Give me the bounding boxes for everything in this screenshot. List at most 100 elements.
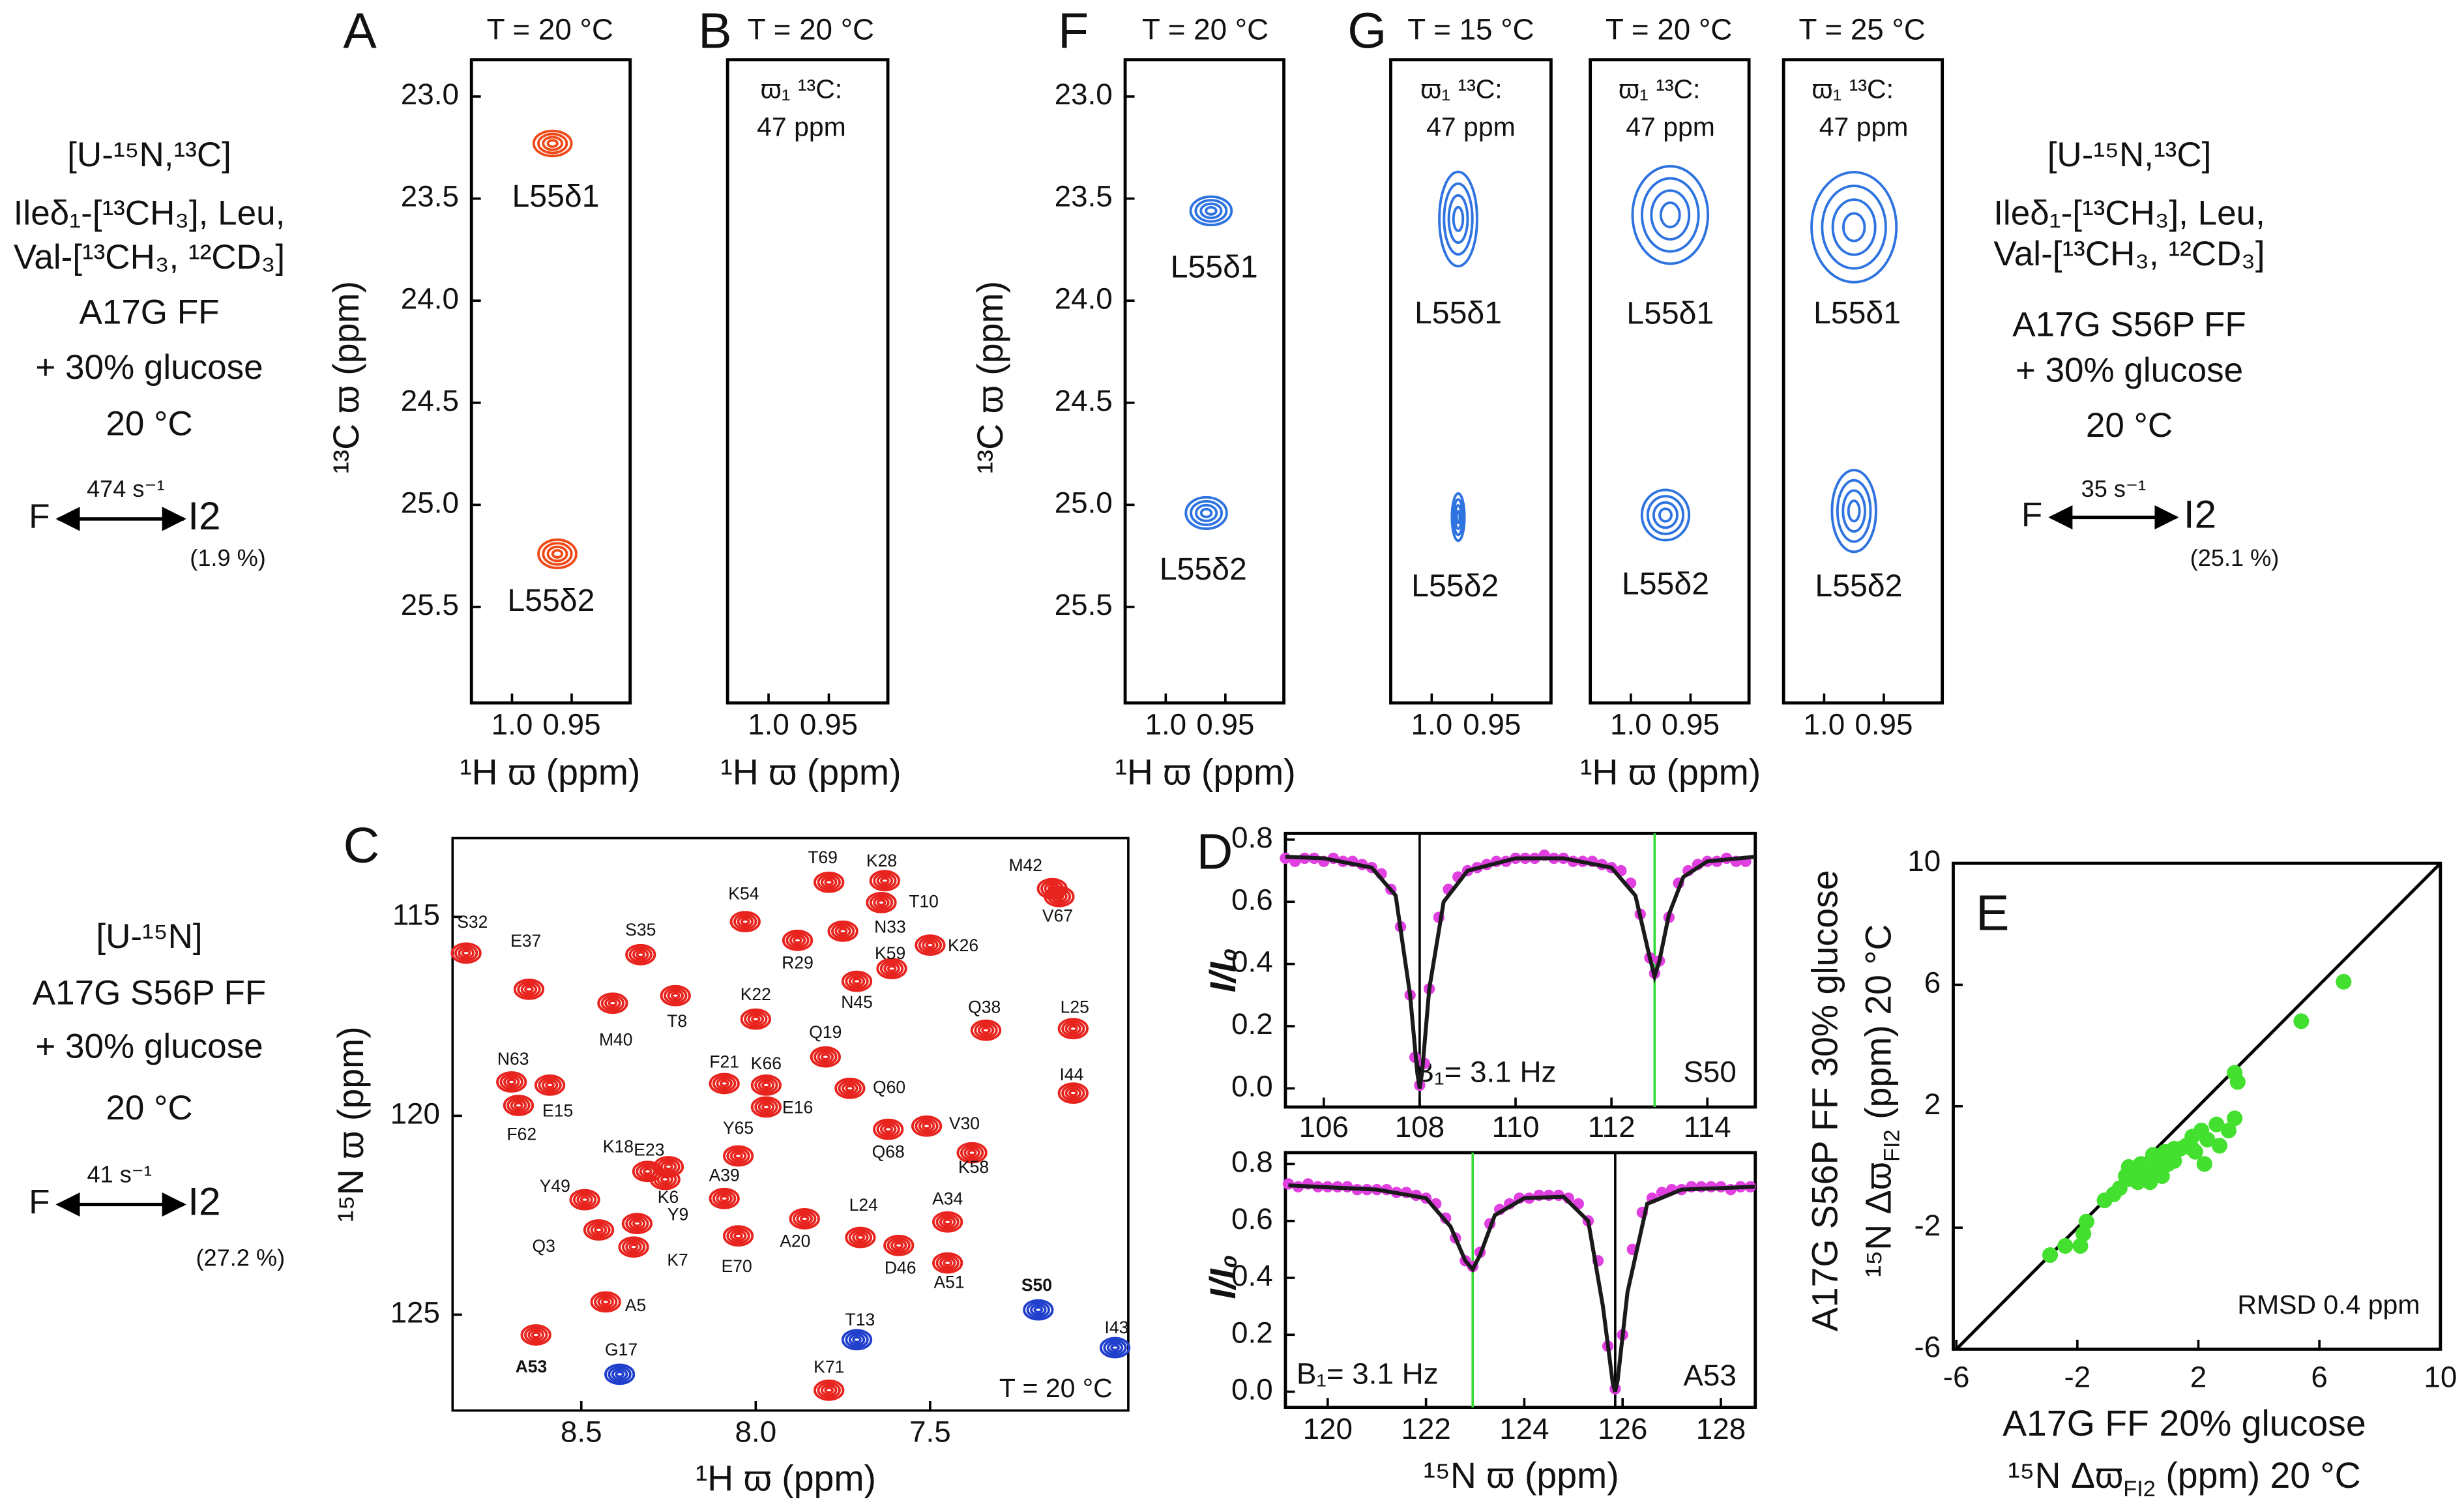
x-axis-label: ¹H ϖ (ppm) — [696, 1458, 876, 1499]
annotation: 47 ppm — [1426, 112, 1516, 142]
x-tick-label: 0.95 — [1196, 707, 1254, 741]
peak — [827, 920, 858, 942]
y-tick-label: 25.5 — [401, 588, 459, 621]
contour-ring — [712, 1075, 737, 1092]
peak-label: E15 — [542, 1101, 573, 1120]
contour-ring — [932, 1252, 963, 1274]
peak-label: I44 — [1059, 1065, 1083, 1084]
contour-ring — [656, 1173, 673, 1186]
peak-label: M42 — [1008, 855, 1042, 875]
x-axis-label: ¹⁵N ϖ (ppm) — [1423, 1455, 1619, 1496]
contour-ring — [611, 1368, 628, 1381]
contour-ring — [1194, 199, 1228, 223]
contour-ring — [814, 1379, 845, 1401]
x-axis-label-part: ¹⁵N Δϖ — [2008, 1455, 2123, 1496]
contour-ring — [1061, 1020, 1085, 1037]
peak — [496, 1071, 527, 1093]
contour-ring — [834, 1077, 866, 1099]
peak-label: M40 — [599, 1030, 633, 1050]
peak — [625, 943, 656, 966]
contour-ring — [887, 1237, 911, 1254]
contour-ring — [621, 1238, 646, 1256]
peak-label: S35 — [625, 920, 656, 939]
contour-ring — [632, 949, 649, 961]
contour-ring — [545, 1081, 555, 1089]
annotation: RMSD 0.4 ppm — [2237, 1290, 2420, 1320]
sample-line: A17G FF — [79, 293, 219, 331]
sample-line: Val-[¹³CH₃, ¹²CD₃] — [1993, 235, 2265, 273]
x-tick-label: 126 — [1598, 1412, 1647, 1445]
contour-ring — [873, 1118, 904, 1140]
contour-ring — [1051, 891, 1068, 903]
y-tick-label: 23.5 — [401, 180, 459, 213]
contour-ring — [810, 1046, 841, 1068]
y-tick-label: 115 — [392, 898, 440, 931]
contour-ring — [869, 894, 894, 911]
y-axis-label: ¹³C ϖ (ppm) — [970, 281, 1010, 474]
peak — [932, 1211, 963, 1233]
peak-label: K26 — [948, 936, 978, 955]
contour-ring — [726, 1227, 750, 1245]
data-point — [2336, 973, 2352, 990]
data-point — [2227, 1110, 2243, 1127]
contour-ring — [1836, 479, 1872, 543]
contour-ring — [1054, 893, 1064, 900]
contour-ring — [625, 1241, 642, 1253]
contour-ring — [915, 1117, 939, 1135]
contour-ring — [1057, 1018, 1089, 1040]
x-tick-label: 2 — [2190, 1360, 2207, 1393]
contour-ring — [842, 1082, 858, 1095]
contour-ring — [579, 1196, 590, 1204]
contour-ring — [664, 1162, 673, 1171]
peak — [709, 1072, 740, 1095]
y-axis-label: I/I₀ — [1203, 948, 1243, 992]
contour-ring — [531, 1331, 541, 1339]
contour-ring — [733, 913, 757, 930]
contour-ring — [1205, 206, 1218, 216]
peak — [520, 1324, 551, 1346]
data-point — [2142, 1174, 2158, 1190]
contour-ring — [894, 1241, 904, 1249]
contour-ring — [737, 915, 754, 928]
contour-ring — [1438, 170, 1478, 268]
contour-ring — [744, 1011, 768, 1028]
contour-ring — [824, 878, 834, 886]
contour-ring — [506, 1078, 517, 1086]
data-point — [2293, 1013, 2310, 1029]
contour-ring — [636, 951, 646, 958]
contour-ring — [608, 999, 618, 1007]
y-tick-label: 120 — [390, 1097, 440, 1130]
peak-label: L55δ2 — [1411, 568, 1499, 603]
data-point — [2154, 1168, 2170, 1184]
peak — [1450, 492, 1466, 542]
contour-ring — [750, 1096, 782, 1118]
contour-ring — [1068, 1025, 1078, 1033]
contour-ring — [604, 997, 621, 1009]
contour-ring — [1646, 495, 1685, 535]
contour-ring — [848, 1229, 873, 1246]
panel-title: T = 25 °C — [1799, 12, 1926, 46]
contour-ring — [820, 1384, 838, 1397]
contour-ring — [817, 874, 841, 891]
contour-ring — [520, 983, 538, 996]
contour-ring — [1057, 1082, 1089, 1104]
contour-ring — [845, 1084, 855, 1092]
x-tick-label: 120 — [1303, 1412, 1353, 1445]
contour-ring — [852, 977, 862, 985]
contour-ring — [939, 1216, 956, 1228]
annotation: ϖ₁ ¹³C: — [761, 74, 842, 104]
peak — [740, 1008, 771, 1030]
contour-ring — [722, 1225, 754, 1247]
peak — [789, 1207, 820, 1230]
contour-ring — [970, 1019, 1002, 1041]
state-to: I2 — [188, 1179, 220, 1223]
contour-ring — [883, 962, 900, 975]
contour-ring — [649, 1168, 681, 1190]
contour-ring — [1810, 171, 1898, 284]
peak — [810, 1046, 841, 1068]
x-axis-label-part: (ppm) 20 °C — [2156, 1455, 2361, 1496]
peak-label: L55δ2 — [507, 583, 594, 618]
x-tick-label: 114 — [1684, 1110, 1731, 1144]
y-tick-label: 0.4 — [1231, 1259, 1273, 1292]
y-tick-label: 0.0 — [1231, 1069, 1273, 1102]
